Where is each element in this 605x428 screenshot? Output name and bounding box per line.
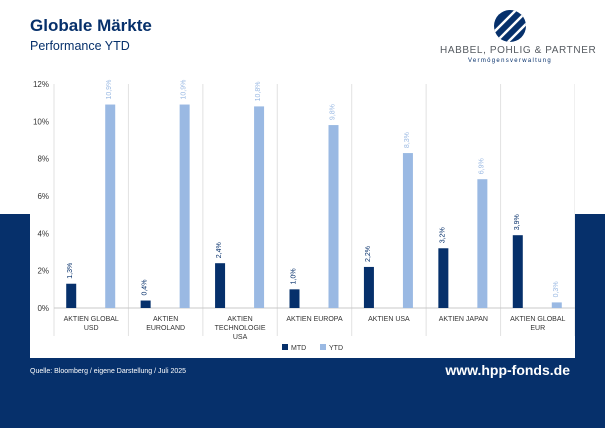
bar-ytd xyxy=(477,179,488,308)
y-tick-label: 8% xyxy=(37,155,49,164)
category-label: AKTIEN xyxy=(227,316,252,323)
bar-mtd xyxy=(140,300,151,308)
chart-panel: 0% 2% 4% 6% 8% 10% 12% 1,3% 0,4% 2,4% 1,0% 2,2% 3,2%… xyxy=(30,76,575,358)
data-label-mtd: 0,4% xyxy=(142,280,149,296)
page-title: Globale Märkte xyxy=(30,16,152,35)
category-label: AKTIEN EUROPA xyxy=(286,316,343,323)
category-label: AKTIEN JAPAN xyxy=(439,316,488,323)
page-subtitle: Performance YTD xyxy=(30,39,130,53)
bar-chart: 0% 2% 4% 6% 8% 10% 12% 1,3% 0,4% 2,4% 1,0% 2,2% 3,2%… xyxy=(33,80,575,352)
legend-label-ytd: YTD xyxy=(329,345,343,352)
y-tick-label: 6% xyxy=(37,192,49,201)
data-label-mtd: 1,3% xyxy=(67,263,74,279)
bar-ytd xyxy=(254,106,265,309)
bar-ytd xyxy=(551,302,562,308)
y-tick-label: 0% xyxy=(37,304,49,313)
source-note: Quelle: Bloomberg / eigene Darstellung /… xyxy=(30,368,187,375)
data-label-ytd: 10,9% xyxy=(106,80,113,100)
category-label: USD xyxy=(84,325,99,332)
bar-mtd xyxy=(289,289,300,308)
category-label: AKTIEN xyxy=(153,316,178,323)
data-label-ytd: 9,8% xyxy=(330,104,337,120)
bar-mtd xyxy=(363,266,374,308)
y-tick-label: 2% xyxy=(37,267,49,276)
bar-ytd xyxy=(402,153,413,308)
data-label-mtd: 1,0% xyxy=(291,268,298,284)
data-label-mtd: 3,2% xyxy=(439,227,446,243)
bar-ytd xyxy=(328,125,339,308)
website-link[interactable]: www.hpp-fonds.de xyxy=(445,362,570,378)
data-label-ytd: 8,3% xyxy=(404,132,411,148)
data-label-mtd: 3,9% xyxy=(514,214,521,230)
category-label: AKTIEN GLOBAL xyxy=(64,316,119,323)
logo-company-name: HABBEL, POHLIG & PARTNER xyxy=(440,45,597,56)
data-label-ytd: 10,9% xyxy=(181,80,188,100)
category-label: TECHNOLOGIE xyxy=(215,325,266,332)
logo-tagline: Vermögensverwaltung xyxy=(467,58,553,64)
data-label-mtd: 2,4% xyxy=(216,242,223,258)
legend-label-mtd: MTD xyxy=(291,345,306,352)
bar-mtd xyxy=(438,248,449,308)
data-label-ytd: 6,9% xyxy=(478,158,485,174)
category-label: AKTIEN GLOBAL xyxy=(510,316,565,323)
bar-mtd xyxy=(512,235,523,308)
category-label: USA xyxy=(233,334,248,341)
y-tick-label: 10% xyxy=(33,117,49,126)
company-logo: HABBEL, POHLIG & PARTNER Vermögensverwal… xyxy=(440,8,597,68)
bar-ytd xyxy=(105,104,116,309)
data-label-ytd: 10,8% xyxy=(255,82,262,102)
y-tick-label: 4% xyxy=(37,229,49,238)
bar-ytd xyxy=(179,104,190,309)
logo-mark-icon xyxy=(494,10,526,42)
legend-swatch-ytd xyxy=(320,344,326,350)
bar-mtd xyxy=(66,283,77,308)
category-label: EUR xyxy=(530,325,545,332)
category-label: EUROLAND xyxy=(146,325,185,332)
legend-swatch-mtd xyxy=(282,344,288,350)
category-label: AKTIEN USA xyxy=(368,316,410,323)
data-label-ytd: 0,3% xyxy=(553,281,560,297)
y-tick-label: 12% xyxy=(33,80,49,89)
data-label-mtd: 2,2% xyxy=(365,246,372,262)
bar-mtd xyxy=(215,263,226,308)
